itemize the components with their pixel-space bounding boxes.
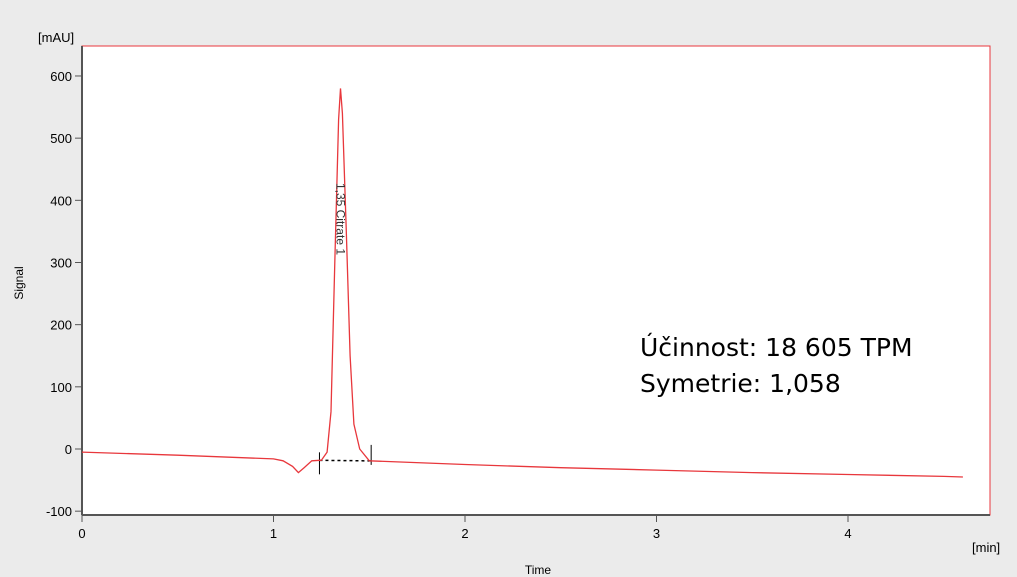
x-tick-label: 3 (653, 526, 660, 541)
y-unit-label: [mAU] (38, 30, 74, 45)
x-tick-label: 2 (461, 526, 468, 541)
baseline-dashed-line (319, 459, 372, 462)
peak-label: 1,35 Citrate 1 (334, 183, 348, 255)
y-tick-label: 400 (50, 193, 72, 208)
peak-baseline (318, 444, 372, 475)
y-tick-label: 500 (50, 131, 72, 146)
x-axis-title: Time (525, 563, 552, 577)
x-unit-label: [min] (972, 540, 1000, 555)
plot-area (81, 45, 991, 516)
efficiency-annotation: Účinnost: 18 605 TPM (640, 333, 913, 362)
y-tick-label: 100 (50, 380, 72, 395)
x-tick-label: 4 (844, 526, 851, 541)
x-tick-label: 0 (78, 526, 85, 541)
y-tick-label: 300 (50, 255, 72, 270)
y-ticks: -100 0 100 200 300 400 500 600 (46, 69, 82, 519)
x-ticks: 0 1 2 3 4 (78, 515, 852, 541)
y-tick-label: 200 (50, 318, 72, 333)
x-tick-label: 1 (270, 526, 277, 541)
y-tick-label: -100 (46, 504, 72, 519)
signal-trace (81, 88, 963, 478)
y-tick-label: 0 (65, 442, 72, 457)
y-axis-title: Signal (12, 266, 26, 299)
y-tick-label: 600 (50, 69, 72, 84)
symmetry-annotation: Symetrie: 1,058 (640, 369, 841, 398)
